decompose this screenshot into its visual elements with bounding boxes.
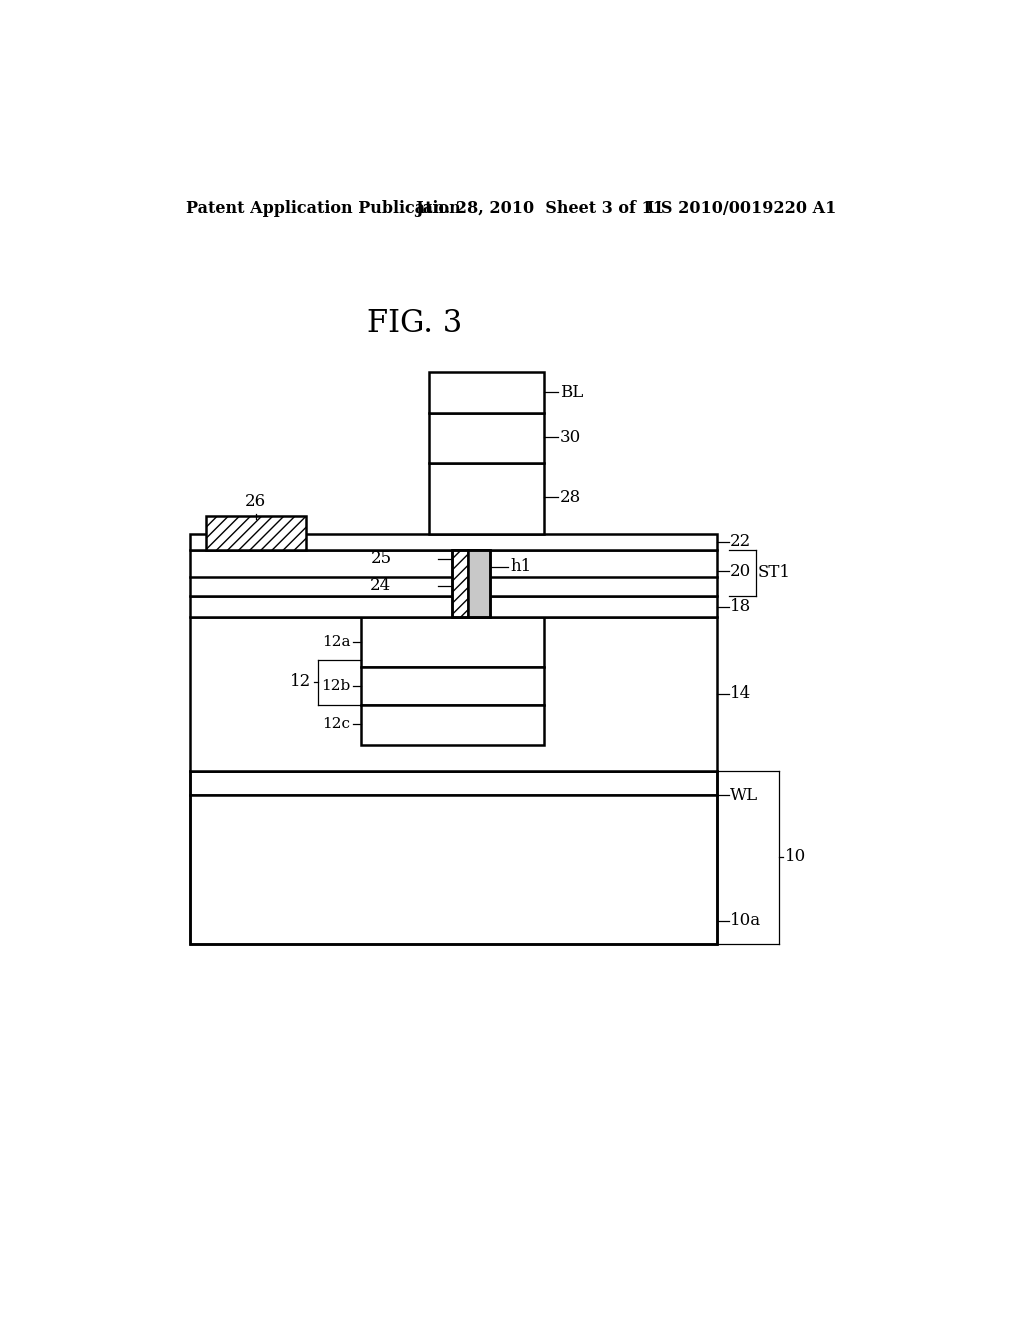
- Text: 12b: 12b: [322, 678, 350, 693]
- Bar: [190, 771, 717, 795]
- Text: WL: WL: [730, 787, 759, 804]
- Text: ST1: ST1: [758, 564, 792, 581]
- Bar: [190, 618, 717, 771]
- Bar: [452, 549, 468, 618]
- Text: 25: 25: [371, 550, 391, 568]
- Text: US 2010/0019220 A1: US 2010/0019220 A1: [647, 199, 837, 216]
- Text: 26: 26: [246, 492, 266, 510]
- Bar: [429, 413, 544, 462]
- Text: 10: 10: [785, 849, 807, 866]
- Text: 28: 28: [560, 488, 581, 506]
- Text: BL: BL: [560, 384, 583, 401]
- Bar: [190, 795, 717, 944]
- Bar: [206, 516, 306, 549]
- Text: 24: 24: [371, 577, 391, 594]
- Bar: [190, 771, 717, 944]
- Text: 12: 12: [291, 673, 311, 690]
- Text: FIG. 3: FIG. 3: [368, 309, 463, 339]
- Text: 12c: 12c: [323, 717, 350, 731]
- Text: Patent Application Publication: Patent Application Publication: [186, 199, 461, 216]
- Bar: [468, 549, 489, 618]
- Bar: [429, 372, 544, 412]
- Text: 30: 30: [560, 429, 581, 446]
- Bar: [190, 549, 717, 595]
- Bar: [360, 705, 544, 744]
- Bar: [360, 667, 544, 705]
- Text: 12a: 12a: [322, 635, 350, 649]
- Text: h1: h1: [510, 558, 531, 576]
- Text: 14: 14: [730, 685, 752, 702]
- Text: 18: 18: [730, 598, 752, 615]
- Bar: [452, 549, 489, 618]
- Bar: [190, 535, 717, 549]
- Text: 22: 22: [730, 533, 752, 550]
- Bar: [429, 462, 544, 535]
- Bar: [360, 618, 544, 667]
- Text: Jan. 28, 2010  Sheet 3 of 11: Jan. 28, 2010 Sheet 3 of 11: [415, 199, 664, 216]
- Bar: [190, 595, 717, 618]
- Text: 10a: 10a: [730, 912, 761, 929]
- Text: 20: 20: [730, 562, 752, 579]
